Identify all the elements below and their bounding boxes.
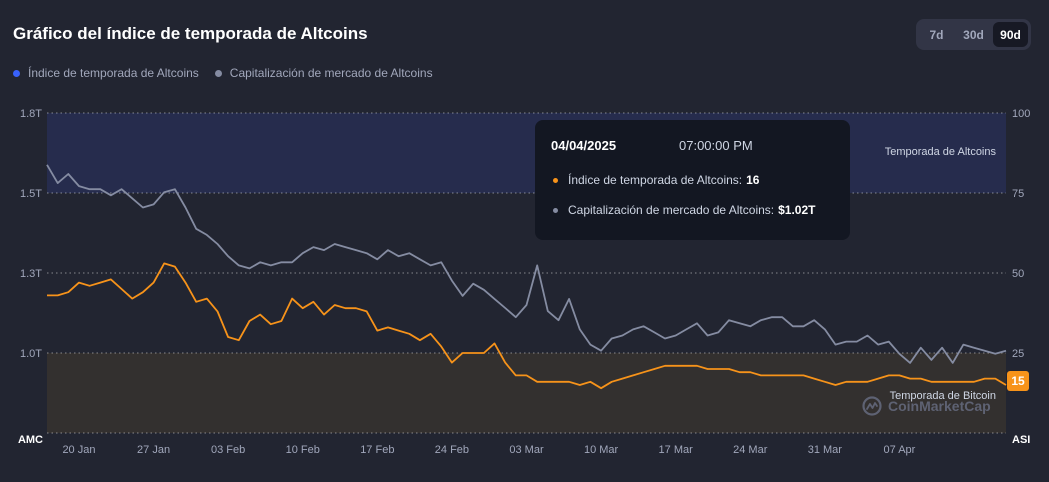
legend-label-market-cap: Capitalización de mercado de Altcoins	[229, 66, 433, 80]
coinmarketcap-logo-icon	[862, 396, 882, 416]
tooltip-dot-index	[553, 177, 558, 183]
legend-dot-market-cap	[214, 69, 222, 77]
left-tick-label: 1.3T	[20, 268, 42, 280]
x-tick-label: 17 Feb	[360, 444, 394, 456]
right-axis-title: ASI	[1012, 434, 1030, 446]
altcoin-index-line	[47, 262, 1007, 390]
x-tick-label: 07 Apr	[884, 444, 916, 456]
range-90d-button[interactable]: 90d	[993, 22, 1028, 47]
x-tick-label: 24 Mar	[733, 444, 768, 456]
right-tick-label: 25	[1012, 348, 1024, 360]
zone-labels: Temporada de Altcoins Temporada de Bitco…	[885, 146, 997, 402]
altcoin-season-label: Temporada de Altcoins	[885, 146, 997, 158]
tooltip-time: 07:00:00 PM	[679, 138, 753, 153]
bitcoin-season-zone	[47, 353, 1006, 433]
x-axis: 20 Jan 27 Jan 03 Feb 10 Feb 17 Feb 24 Feb 03 M…	[62, 444, 915, 456]
tooltip-date: 04/04/2025	[551, 138, 617, 153]
left-tick-label: 1.0T	[20, 348, 42, 360]
chart-title: Gráfico del índice de temporada de Altco…	[13, 24, 368, 43]
tooltip-row-market-cap: Capitalización de mercado de Altcoins: $…	[551, 203, 834, 217]
time-range-selector: 7d 30d 90d	[916, 19, 1031, 50]
right-tick-label: 75	[1012, 188, 1024, 200]
right-tick-label: 50	[1012, 268, 1024, 280]
last-value-badge: 15	[1007, 371, 1029, 391]
chart-tooltip: 04/04/2025 07:00:00 PM Índice de tempora…	[535, 120, 850, 240]
x-tick-label: 10 Feb	[286, 444, 320, 456]
market-cap-line	[46, 164, 1007, 364]
watermark-text: CoinMarketCap	[888, 398, 991, 414]
chart-legend: Índice de temporada de Altcoins Capitali…	[13, 66, 433, 80]
x-tick-label: 03 Feb	[211, 444, 245, 456]
last-value-badge-text: 15	[1011, 374, 1025, 388]
left-axis: 1.8T 1.5T 1.3T 1.0T AMC	[18, 108, 43, 446]
altcoin-season-zone	[47, 113, 1006, 193]
left-tick-label: 1.8T	[20, 108, 42, 120]
right-axis: 100 75 50 25 ASI	[1012, 108, 1030, 446]
x-tick-label: 27 Jan	[137, 444, 170, 456]
x-tick-label: 31 Mar	[808, 444, 843, 456]
right-tick-label: 100	[1012, 108, 1030, 120]
tooltip-index-label: Índice de temporada de Altcoins:	[568, 173, 743, 187]
legend-dot-index	[13, 69, 20, 77]
left-tick-label: 1.5T	[20, 188, 42, 200]
tooltip-row-index: Índice de temporada de Altcoins: 16	[551, 173, 834, 187]
x-tick-label: 10 Mar	[584, 444, 619, 456]
series-lines	[46, 164, 1007, 390]
coinmarketcap-watermark: CoinMarketCap	[862, 396, 991, 416]
legend-label-index: Índice de temporada de Altcoins	[28, 66, 199, 80]
x-tick-label: 20 Jan	[62, 444, 95, 456]
tooltip-cap-label: Capitalización de mercado de Altcoins:	[568, 203, 775, 217]
tooltip-index-value: 16	[746, 173, 760, 187]
range-7d-button[interactable]: 7d	[929, 27, 944, 42]
legend-item-index[interactable]: Índice de temporada de Altcoins	[13, 66, 199, 80]
x-tick-label: 17 Mar	[659, 444, 694, 456]
left-axis-title: AMC	[18, 434, 43, 446]
x-tick-label: 24 Feb	[435, 444, 469, 456]
bitcoin-season-label: Temporada de Bitcoin	[890, 390, 996, 402]
tooltip-cap-value: $1.02T	[778, 203, 816, 217]
range-30d-button[interactable]: 30d	[963, 27, 984, 42]
tooltip-dot-market-cap	[553, 207, 558, 213]
legend-item-market-cap[interactable]: Capitalización de mercado de Altcoins	[214, 66, 433, 80]
x-tick-label: 03 Mar	[509, 444, 544, 456]
